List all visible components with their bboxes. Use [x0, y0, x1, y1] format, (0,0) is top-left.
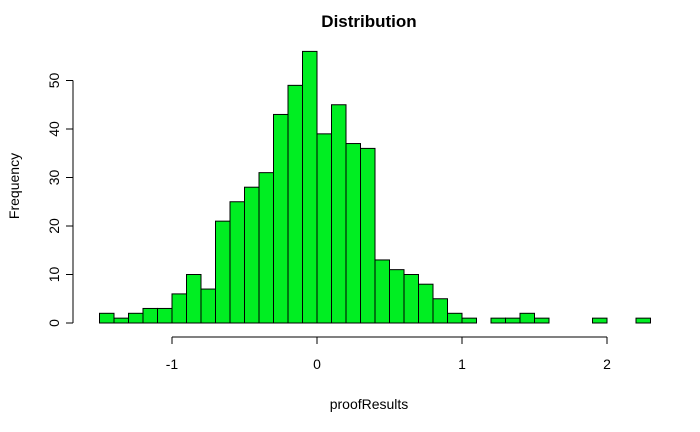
x-tick-label: 2	[603, 356, 611, 372]
histogram-bar	[389, 269, 405, 324]
histogram-bar	[635, 317, 651, 324]
y-tick-label: 50	[46, 73, 62, 89]
chart-title: Distribution	[321, 12, 416, 31]
x-tick-label: -1	[166, 356, 179, 372]
histogram-bar	[128, 312, 144, 324]
histogram-bar	[142, 307, 158, 324]
histogram-bar	[519, 312, 535, 324]
y-tick-label: 40	[46, 121, 62, 137]
y-tick-label: 10	[46, 267, 62, 283]
histogram-bar	[171, 293, 187, 324]
y-tick-label: 20	[46, 218, 62, 234]
histogram-bar	[461, 317, 477, 324]
histogram-bar	[418, 283, 434, 324]
histogram-bar	[403, 274, 419, 324]
x-axis: -1 0 1 2	[166, 336, 611, 372]
histogram-bar	[244, 186, 260, 324]
histogram-bar	[302, 50, 318, 324]
y-axis: 0 10 20 30 40 50	[46, 73, 74, 327]
histogram-bar	[316, 133, 332, 324]
y-tick-label: 30	[46, 170, 62, 186]
histogram-bar	[200, 288, 216, 324]
histogram-bars	[99, 50, 651, 324]
histogram-bar	[490, 317, 506, 324]
histogram-bar	[186, 274, 202, 324]
histogram-bar	[360, 147, 376, 324]
x-axis-label: proofResults	[330, 396, 409, 412]
histogram-bar	[287, 84, 303, 324]
histogram-bar	[157, 307, 173, 324]
histogram-bar	[215, 220, 231, 324]
histogram-bar	[592, 317, 608, 324]
y-tick-label: 0	[46, 319, 62, 327]
histogram-bar	[345, 143, 361, 324]
histogram-bar	[505, 317, 521, 324]
histogram-bar	[273, 113, 289, 324]
histogram-bar	[331, 104, 347, 324]
histogram-bar	[258, 172, 274, 324]
histogram-bar	[374, 259, 390, 324]
histogram-bar	[113, 317, 129, 324]
x-tick-label: 0	[313, 356, 321, 372]
histogram-bar	[229, 201, 245, 324]
histogram-bar	[447, 312, 463, 324]
histogram-bar	[432, 298, 448, 324]
y-axis-label: Frequency	[6, 153, 22, 219]
histogram-bar	[99, 312, 115, 324]
x-tick-label: 1	[458, 356, 466, 372]
histogram-bar	[534, 317, 550, 324]
